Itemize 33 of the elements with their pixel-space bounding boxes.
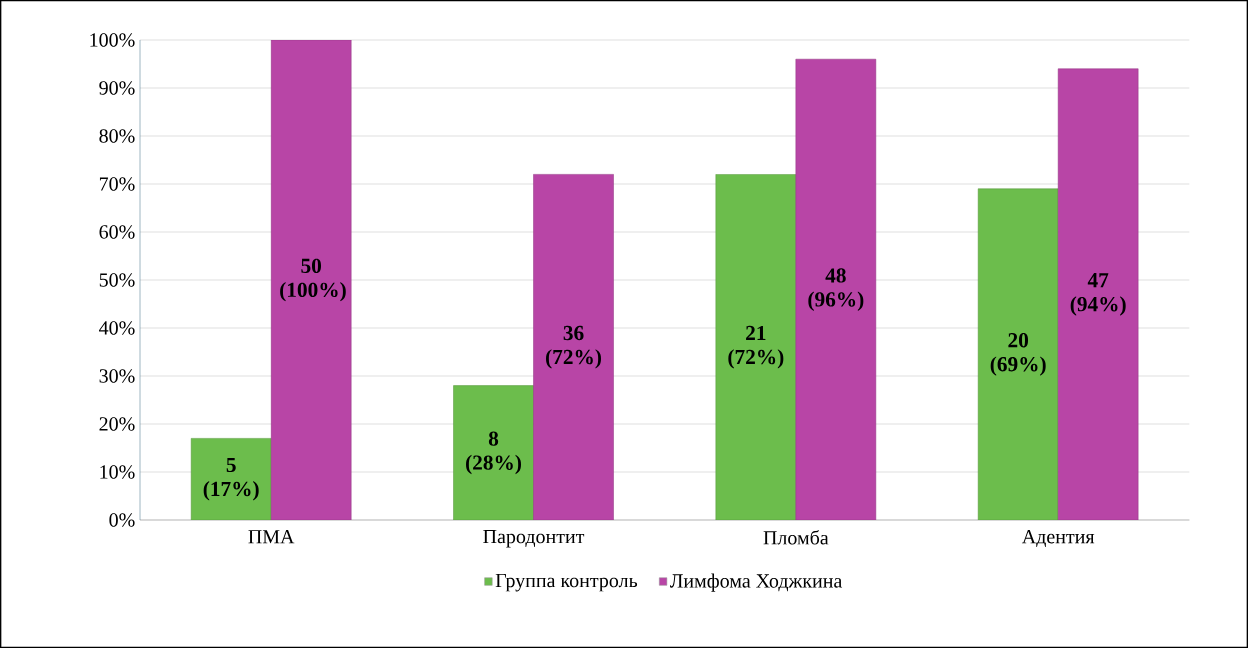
x-tick-label: Пародонтит	[483, 530, 585, 548]
y-tick-label: 10%	[100, 465, 135, 479]
x-tick-label: ПМА	[248, 530, 295, 544]
x-tick-label: Пломба	[763, 530, 829, 545]
legend-label: Группа контроль	[495, 573, 638, 592]
data-label: 36 (72%)	[546, 325, 602, 369]
data-label: 5 (17%)	[203, 457, 259, 501]
bar	[190, 438, 272, 520]
y-tick-label: 80%	[99, 129, 135, 143]
y-tick-label: 30%	[99, 369, 135, 383]
y-tick-label: 90%	[99, 81, 135, 95]
y-tick-label: 70%	[99, 177, 135, 191]
bar	[270, 39, 352, 520]
y-tick-label: 50%	[99, 273, 135, 287]
legend-label: Лимфома Ходжкина	[670, 573, 843, 592]
data-label: 21 (72%)	[728, 325, 784, 369]
y-tick-label: 20%	[99, 417, 135, 431]
bar	[795, 58, 877, 520]
bar	[533, 174, 614, 520]
bar	[453, 385, 534, 520]
data-label: 50 (100%)	[280, 258, 346, 302]
data-label: 8 (28%)	[466, 431, 522, 475]
data-label: 20 (69%)	[990, 333, 1046, 376]
bar	[977, 188, 1059, 520]
y-tick-label: 0%	[109, 513, 135, 527]
x-tick-label: Адентия	[1021, 530, 1095, 548]
y-tick-label: 40%	[99, 321, 135, 335]
data-label: 47 (94%)	[1070, 273, 1126, 316]
y-tick-label: 60%	[99, 225, 135, 239]
data-label: 48 (96%)	[808, 268, 864, 311]
bar	[715, 174, 797, 520]
bar	[1057, 68, 1139, 520]
y-tick-label: 100%	[90, 33, 135, 47]
